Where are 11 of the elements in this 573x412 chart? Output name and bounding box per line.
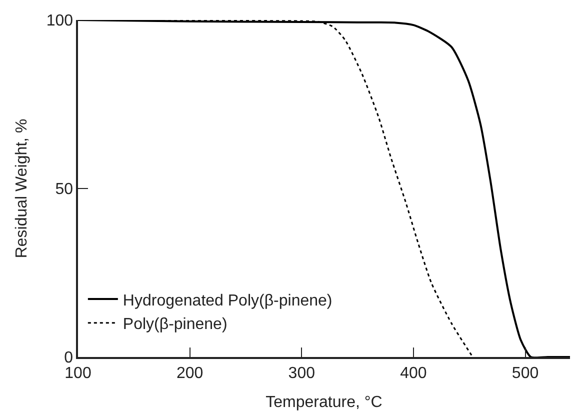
x-axis-title: Temperature, °C <box>266 394 382 412</box>
x-tick-label: 200 <box>176 364 204 382</box>
y-tick-label: 50 <box>55 181 74 198</box>
x-tick-label: 300 <box>288 364 316 382</box>
x-tick-label: 500 <box>512 364 539 382</box>
y-tick-label: 0 <box>64 350 74 367</box>
legend-label: Poly(β-pinene) <box>122 316 228 334</box>
x-tick-label: 400 <box>400 364 427 382</box>
y-axis-title: Residual Weight, % <box>14 118 31 258</box>
legend-label: Hydrogenated Poly(β-pinene) <box>122 292 332 310</box>
y-tick-label: 100 <box>46 12 74 30</box>
